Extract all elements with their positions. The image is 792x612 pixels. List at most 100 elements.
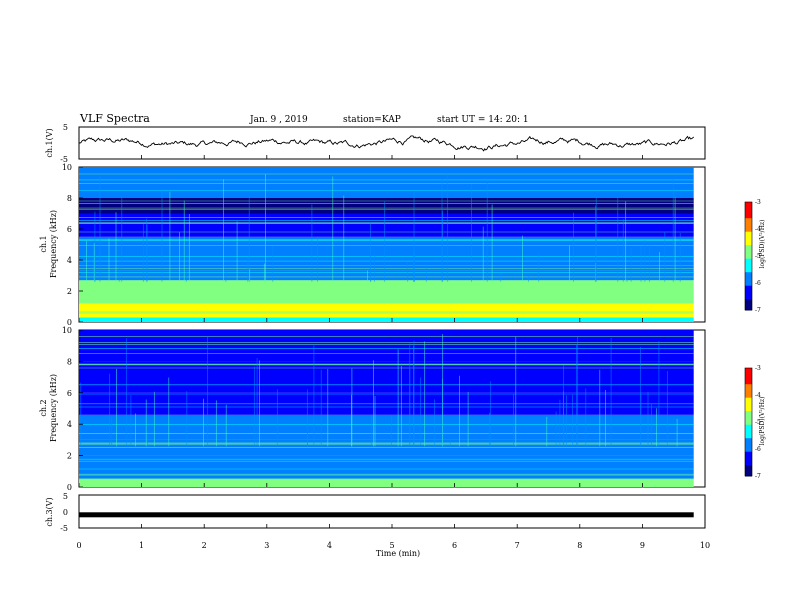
colorbar-swatch [745,403,752,407]
colorbar-swatch [745,285,752,289]
colorbar-swatch [745,307,752,311]
ch1-spec-ylabel-frequency: Frequency (kHz) [49,210,58,278]
colorbar-swatch [745,470,752,474]
colorbar-swatch [745,247,752,252]
colorbar-swatch [745,202,752,206]
colorbar-swatch [745,376,752,380]
colorbar-swatch [745,253,752,257]
colorbar-swatch [745,370,752,374]
colorbar-swatch [745,269,752,273]
ch2-spectrogram-image [79,330,694,487]
spectral-band [79,167,694,198]
ch2-spectrogram-panel: 0 2 4 6 8 10 ch.2 Frequency (kHz) [39,326,706,492]
time-tick-label: 4 [327,541,332,550]
time-tick-label: 10 [700,541,710,550]
colorbar-swatch [745,451,752,455]
colorbar-swatch [745,405,752,409]
time-tick-label: 0 [76,541,81,550]
header-start: start UT = 14: 20: 1 [437,115,529,125]
colorbar-tick-label: -7 [755,307,761,314]
colorbar-swatch [745,459,752,463]
colorbar-swatch [745,237,752,241]
colorbar-swatch [745,223,752,227]
colorbar-swatch [745,473,752,477]
ch2-colorbar: -3 -4 -5 -6 -7 [744,365,761,480]
freq-tick-label: 0 [67,483,72,492]
colorbar-swatch [745,411,752,415]
colorbar-swatch [745,266,752,270]
spectral-band [79,317,694,322]
colorbar-swatch [745,283,752,287]
colorbar-swatch [745,258,752,262]
colorbar-swatch [745,299,752,303]
freq-tick-label: 8 [67,357,72,366]
freq-tick-label: 2 [67,452,72,461]
colorbar-swatch [745,288,752,292]
colorbar-swatch [745,274,752,279]
colorbar-swatch [745,467,752,472]
colorbar-swatch [745,408,752,412]
colorbar-swatch [745,220,752,225]
ch2-spec-ylabel-frequency: Frequency (kHz) [49,374,58,442]
colorbar-swatch [745,264,752,268]
colorbar-swatch [745,293,752,297]
colorbar-swatch [745,424,752,428]
colorbar-swatch [745,280,752,284]
freq-tick-label: 4 [67,420,72,429]
colorbar-swatch [745,454,752,458]
colorbar-frame [744,201,753,311]
colorbar-swatch [745,438,752,442]
colorbar-swatch [745,296,752,300]
colorbar-tick-label: -5 [755,419,761,426]
colorbar-swatch [745,272,752,276]
spectral-band [79,270,694,281]
freq-tick-label: 0 [67,318,72,327]
colorbar-swatch [745,212,752,216]
colorbar-swatch [745,392,752,396]
colorbar-swatch [745,242,752,246]
colorbar-swatch [745,465,752,469]
colorbar-swatch [745,215,752,219]
colorbar-swatch [745,446,752,450]
colorbar-swatch [745,245,752,249]
colorbar-tick-label: -5 [755,253,761,260]
spectral-band [79,361,694,393]
freq-tick-label: 6 [67,389,72,398]
spectral-band [79,213,694,237]
freq-tick-label: 10 [62,163,72,172]
colorbar-swatch [745,389,752,393]
colorbar-swatch [745,381,752,385]
spectral-band [79,280,694,304]
colorbar-swatch [745,419,752,423]
colorbar-swatch [745,397,752,401]
colorbar-swatch [745,261,752,265]
ch1-colorbar: -3 -4 -5 -6 -7 [744,199,761,314]
colorbar-tick-label: -3 [755,199,761,206]
ch3-waveform-panel: 5 0 -5 ch.3(V) [45,492,706,533]
colorbar-swatch [745,432,752,436]
colorbar-tick-label: -4 [755,392,761,399]
freq-tick-label: 10 [62,326,72,335]
spectral-band [79,479,694,487]
time-tick-label: 9 [640,541,645,550]
spectral-band [79,330,694,362]
ch3-ylabel: ch.3(V) [45,497,54,526]
colorbar-swatch [745,229,752,233]
ch2-freq-ticks: 0 2 4 6 8 10 [62,326,83,492]
header-date: Jan. 9 , 2019 [249,115,308,125]
colorbar-swatch [745,430,752,434]
colorbar-tick-label: -4 [755,226,761,233]
ch1-spectrogram-image [79,167,694,322]
colorbar-swatch [745,231,752,235]
ch1-spectrogram-panel: 0 2 4 6 8 10 ch.1 Frequency (kHz) [39,163,706,327]
ch2-colorbar-label: log(PSD)(V²/Hz) [759,397,766,446]
header-station: station=KAP [343,115,401,125]
colorbar-swatch [745,457,752,461]
colorbar-swatch [745,413,752,418]
time-tick-label: 1 [139,541,144,550]
colorbar-swatch [745,226,752,230]
colorbar-swatch [745,373,752,377]
time-tick-label: 7 [515,541,520,550]
spectral-band [79,414,694,440]
